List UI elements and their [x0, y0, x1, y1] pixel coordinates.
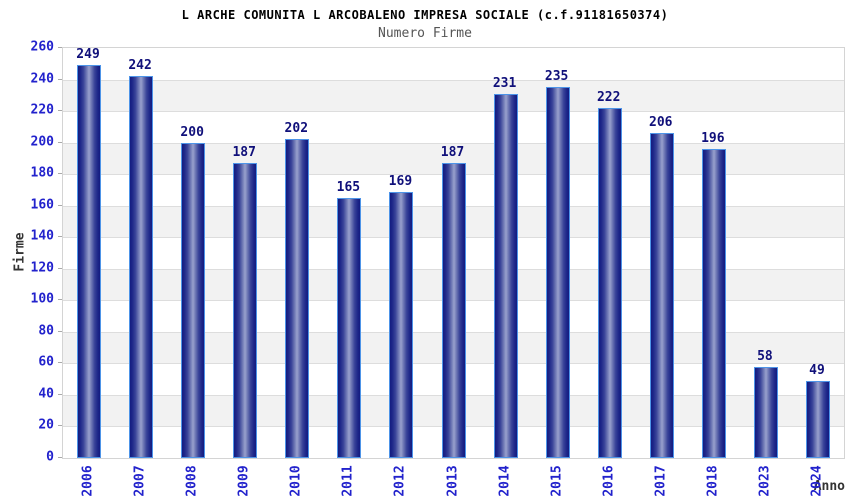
bar: [337, 197, 362, 458]
y-axis-tick-mark: [58, 47, 62, 48]
y-axis-tick-mark: [58, 173, 62, 175]
y-axis-tick-label: 260: [30, 39, 54, 55]
bar: [649, 133, 674, 458]
grid-band: [63, 111, 844, 143]
x-axis-tick-label: 2014: [497, 465, 513, 497]
bar-value-label: 200: [180, 124, 204, 140]
gridline: [63, 79, 844, 81]
gridline: [63, 142, 844, 144]
bar-value-label: 242: [128, 58, 152, 74]
y-axis-tick-label: 200: [30, 134, 54, 150]
bar-value-label: 231: [492, 75, 517, 91]
y-axis-tick-mark: [58, 204, 62, 206]
y-axis-tick-mark: [58, 141, 62, 143]
y-axis-tick-mark: [58, 299, 62, 301]
bar-value-label: 202: [284, 121, 309, 137]
x-axis-tick-label: 2010: [288, 465, 304, 497]
y-axis-tick-mark: [58, 236, 62, 238]
bar-value-label: 169: [388, 173, 413, 189]
x-axis-tick-label: 2011: [340, 465, 356, 497]
y-axis-tick-label: 140: [30, 228, 54, 244]
y-axis-tick-label: 80: [38, 323, 54, 339]
y-axis-tick-mark: [58, 78, 62, 80]
y-axis-tick-label: 100: [30, 291, 54, 307]
bar-value-label: 196: [701, 130, 725, 146]
bar-value-label: 49: [809, 362, 825, 378]
y-axis-tick-label: 240: [30, 71, 54, 87]
y-axis-tick-label: 220: [30, 102, 54, 118]
bar-value-label: 165: [336, 179, 361, 195]
bar: [753, 366, 778, 458]
x-axis-tick-label: 2017: [653, 465, 669, 497]
x-axis-title: Anno: [813, 479, 845, 494]
y-axis-tick-mark: [58, 425, 62, 427]
y-axis-tick-label: 60: [38, 354, 54, 370]
y-axis-tick-mark: [58, 362, 62, 364]
x-axis-tick-label: 2012: [392, 465, 408, 497]
y-axis-tick-mark: [58, 393, 62, 395]
bar-value-label: 206: [649, 115, 673, 131]
bar-value-label: 249: [76, 47, 100, 63]
bar-value-label: 187: [440, 145, 465, 161]
bar-value-label: 58: [757, 348, 773, 364]
y-axis-tick-mark: [58, 330, 62, 332]
bar: [493, 93, 518, 458]
x-axis-tick-label: 2015: [549, 465, 565, 497]
bar: [805, 380, 830, 458]
bar: [285, 139, 310, 458]
gridline: [63, 111, 844, 113]
bar: [181, 142, 206, 458]
y-axis-tick-label: 40: [38, 386, 54, 402]
y-axis-tick-mark: [58, 110, 62, 112]
bar: [597, 107, 622, 458]
bar: [545, 87, 570, 458]
y-axis-tick-label: 160: [30, 197, 54, 213]
x-axis-tick-label: 2008: [184, 465, 200, 497]
bar: [441, 163, 466, 458]
y-axis-tick-mark: [58, 457, 62, 458]
x-axis-tick-label: 2013: [445, 465, 460, 497]
x-axis-tick-label: 2016: [601, 465, 617, 497]
x-axis-tick-label: 2007: [132, 465, 148, 497]
chart-title: L ARCHE COMUNITA L ARCOBALENO IMPRESA SO…: [181, 8, 669, 22]
y-axis-tick-label: 120: [30, 260, 54, 276]
grid-band: [63, 79, 844, 112]
x-axis-tick-label: 2006: [80, 465, 96, 497]
bar-value-label: 187: [232, 145, 256, 161]
plot-area: [62, 47, 845, 459]
x-axis-tick-label: 2023: [757, 465, 773, 497]
y-axis-tick-label: 20: [38, 417, 54, 433]
x-axis-tick-label: 2024: [809, 465, 825, 497]
y-axis-tick-label: 180: [30, 165, 54, 181]
y-axis-tick-mark: [58, 267, 62, 269]
bar-value-label: 235: [544, 69, 569, 85]
bar: [701, 148, 726, 458]
bar: [233, 163, 258, 458]
bar: [389, 191, 414, 458]
bar: [77, 65, 102, 458]
chart-subtitle: Numero Firme: [378, 26, 472, 41]
y-axis-tick-label: 0: [46, 449, 54, 465]
x-axis-tick-label: 2018: [705, 465, 721, 497]
bar-value-label: 222: [596, 89, 621, 105]
bar: [129, 76, 154, 458]
grid-band: [63, 48, 844, 80]
x-axis-tick-label: 2009: [236, 465, 252, 497]
